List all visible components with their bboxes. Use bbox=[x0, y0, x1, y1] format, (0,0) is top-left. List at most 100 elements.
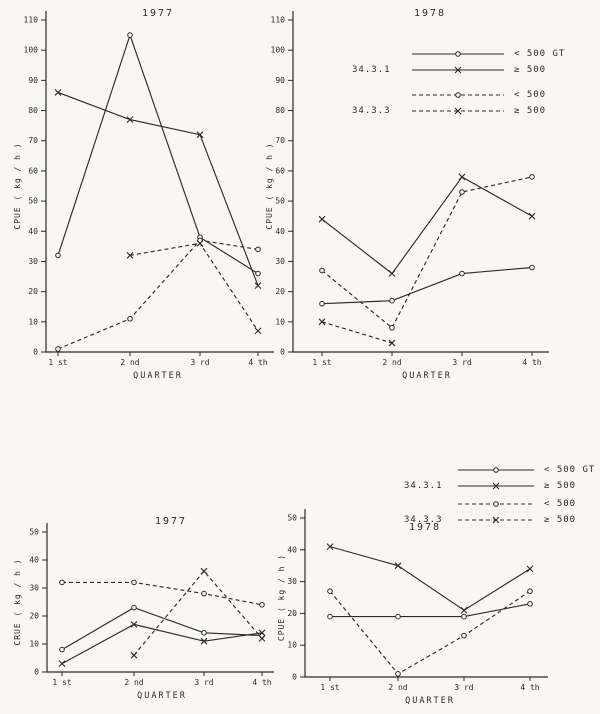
dashed-circle-line-sample bbox=[412, 92, 504, 98]
legend-group-label-3433: 34.3.3 bbox=[352, 106, 391, 116]
legend-row: 34.3.1 ≥ 500 bbox=[352, 62, 565, 78]
svg-text:50: 50 bbox=[275, 197, 285, 206]
svg-text:40: 40 bbox=[28, 227, 38, 236]
svg-text:20: 20 bbox=[287, 609, 297, 618]
svg-text:40: 40 bbox=[287, 545, 297, 554]
svg-text:4 th: 4 th bbox=[248, 358, 267, 367]
legend-row: < 500 GT bbox=[404, 462, 595, 478]
solid-circle-line-sample bbox=[458, 467, 534, 473]
svg-text:2 nd: 2 nd bbox=[388, 683, 407, 692]
svg-text:QUARTER: QUARTER bbox=[405, 696, 455, 706]
svg-text:10: 10 bbox=[29, 640, 39, 649]
svg-text:10: 10 bbox=[275, 317, 285, 326]
svg-text:20: 20 bbox=[28, 287, 38, 296]
chart-upper-1978: 0 10 20 30 40 50 60 70 80 90 100 110 1 st 2 nd 3 rd 4 t… bbox=[262, 0, 600, 402]
svg-text:60: 60 bbox=[275, 166, 285, 175]
svg-text:QUARTER: QUARTER bbox=[402, 371, 452, 381]
svg-text:3 rd: 3 rd bbox=[190, 358, 209, 367]
svg-text:30: 30 bbox=[287, 577, 297, 586]
legend-series-label: ≥ 500 bbox=[514, 65, 547, 75]
svg-text:20: 20 bbox=[29, 612, 39, 621]
svg-text:CPUE ( kg / h ): CPUE ( kg / h ) bbox=[277, 554, 286, 641]
chart-upper-1978-svg: 0 10 20 30 40 50 60 70 80 90 100 110 1 st 2 nd 3 rd 4 t… bbox=[265, 8, 549, 381]
svg-text:4 th: 4 th bbox=[520, 683, 539, 692]
legend-row: < 500 GT bbox=[352, 46, 565, 62]
svg-text:0: 0 bbox=[34, 668, 39, 677]
svg-text:3 rd: 3 rd bbox=[194, 678, 213, 687]
svg-text:50: 50 bbox=[287, 514, 297, 523]
svg-text:10: 10 bbox=[287, 641, 297, 650]
svg-text:80: 80 bbox=[28, 106, 38, 115]
svg-text:QUARTER: QUARTER bbox=[137, 691, 187, 701]
svg-text:110: 110 bbox=[271, 16, 286, 25]
svg-text:1 st: 1 st bbox=[312, 358, 331, 367]
svg-text:70: 70 bbox=[28, 136, 38, 145]
dashed-x-line-sample bbox=[458, 516, 534, 524]
svg-text:1977: 1977 bbox=[142, 8, 174, 19]
solid-x-line-sample bbox=[412, 66, 504, 74]
svg-text:90: 90 bbox=[275, 76, 285, 85]
svg-text:3 rd: 3 rd bbox=[452, 358, 471, 367]
svg-text:0: 0 bbox=[292, 673, 297, 682]
legend-series-label: < 500 bbox=[514, 90, 547, 100]
svg-text:1 st: 1 st bbox=[52, 678, 71, 687]
svg-text:30: 30 bbox=[29, 584, 39, 593]
svg-text:CPUE ( kg / h ): CPUE ( kg / h ) bbox=[265, 142, 274, 229]
solid-x-line-sample bbox=[458, 482, 534, 490]
legend-row: < 500 bbox=[352, 87, 565, 103]
svg-text:50: 50 bbox=[29, 528, 39, 537]
dashed-x-line-sample bbox=[412, 107, 504, 115]
legend-series-label: ≥ 500 bbox=[544, 481, 577, 491]
svg-text:0: 0 bbox=[280, 348, 285, 357]
svg-text:1978: 1978 bbox=[414, 8, 446, 19]
svg-text:90: 90 bbox=[28, 76, 38, 85]
svg-text:1 st: 1 st bbox=[48, 358, 67, 367]
svg-text:100: 100 bbox=[24, 46, 39, 55]
legend-series-label: ≥ 500 bbox=[514, 106, 547, 116]
svg-text:2 nd: 2 nd bbox=[124, 678, 143, 687]
solid-circle-line-sample bbox=[412, 51, 504, 57]
legend-upper: < 500 GT 34.3.1 ≥ 500 < 500 34.3.3 ≥ bbox=[352, 46, 565, 119]
svg-text:QUARTER: QUARTER bbox=[133, 371, 183, 381]
chart-lower-1978-svg: 0 10 20 30 40 50 1 st 2 nd 3 rd 4 th QUARTER CPUE (… bbox=[277, 509, 548, 706]
svg-text:1977: 1977 bbox=[155, 516, 187, 527]
svg-text:20: 20 bbox=[275, 287, 285, 296]
legend-group-label-3433: 34.3.3 bbox=[404, 515, 443, 525]
svg-text:60: 60 bbox=[28, 166, 38, 175]
legend-series-label: < 500 bbox=[544, 499, 577, 509]
svg-text:10: 10 bbox=[28, 317, 38, 326]
svg-text:30: 30 bbox=[275, 257, 285, 266]
legend-row: 34.3.3 ≥ 500 bbox=[404, 512, 595, 528]
legend-group-label-3431: 34.3.1 bbox=[352, 65, 391, 75]
chart-lower-1978: 0 10 20 30 40 50 1 st 2 nd 3 rd 4 th QUARTER CPUE (… bbox=[272, 458, 600, 714]
legend-series-label: < 500 GT bbox=[544, 465, 596, 475]
svg-text:CRUE ( kg / h ): CRUE ( kg / h ) bbox=[13, 558, 22, 645]
legend-series-label: < 500 GT bbox=[514, 49, 566, 59]
svg-text:4 th: 4 th bbox=[522, 358, 541, 367]
legend-series-label: ≥ 500 bbox=[544, 515, 577, 525]
svg-text:CPUE ( kg / h ): CPUE ( kg / h ) bbox=[13, 142, 22, 229]
svg-text:30: 30 bbox=[28, 257, 38, 266]
svg-text:2 nd: 2 nd bbox=[382, 358, 401, 367]
chart-lower-1977-svg: 0 10 20 30 40 50 1 st 2 nd 3 rd 4 th QUARTER CRUE (… bbox=[13, 516, 274, 701]
svg-text:1978: 1978 bbox=[409, 522, 441, 533]
svg-text:50: 50 bbox=[28, 197, 38, 206]
svg-text:40: 40 bbox=[29, 556, 39, 565]
legend-lower: < 500 GT 34.3.1 ≥ 500 < 500 34.3.3 ≥ bbox=[404, 462, 595, 528]
svg-text:110: 110 bbox=[24, 16, 39, 25]
chart-upper-1977-svg: 0 10 20 30 40 50 60 70 80 90 100 110 1 st 2 nd 3 rd 4 t… bbox=[13, 8, 274, 381]
svg-text:70: 70 bbox=[275, 136, 285, 145]
chart-lower-1977: 0 10 20 30 40 50 1 st 2 nd 3 rd 4 th QUARTER CRUE (… bbox=[8, 458, 298, 714]
legend-row: < 500 bbox=[404, 496, 595, 512]
legend-group-label-3431: 34.3.1 bbox=[404, 481, 443, 491]
svg-text:0: 0 bbox=[33, 348, 38, 357]
svg-text:100: 100 bbox=[271, 46, 286, 55]
chart-upper-1977: 0 10 20 30 40 50 60 70 80 90 100 110 1 st 2 nd 3 rd 4 t… bbox=[8, 0, 288, 402]
svg-text:80: 80 bbox=[275, 106, 285, 115]
dashed-circle-line-sample bbox=[458, 501, 534, 507]
svg-text:4 th: 4 th bbox=[252, 678, 271, 687]
legend-row: 34.3.3 ≥ 500 bbox=[352, 103, 565, 119]
svg-text:3 rd: 3 rd bbox=[454, 683, 473, 692]
svg-text:2 nd: 2 nd bbox=[120, 358, 139, 367]
